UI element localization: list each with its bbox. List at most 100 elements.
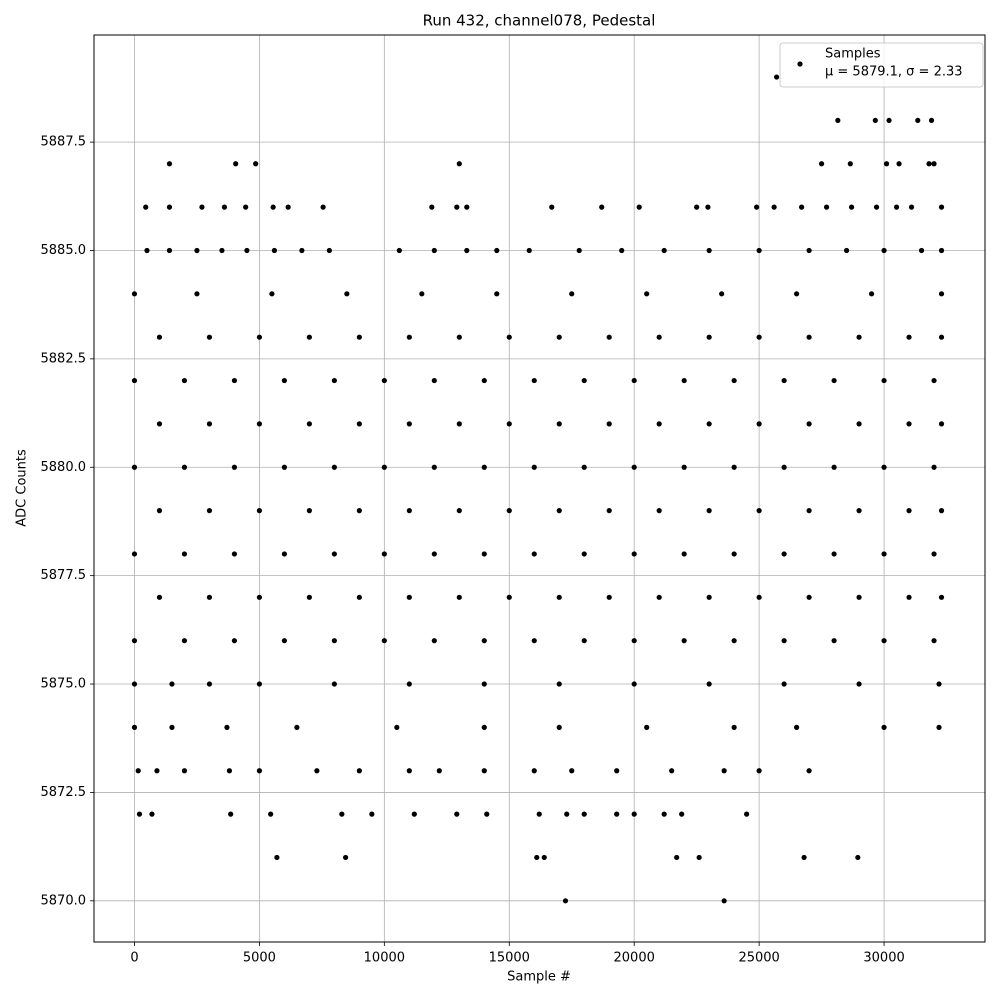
data-point	[806, 421, 812, 427]
data-point	[908, 204, 915, 210]
data-point	[331, 681, 337, 687]
data-point	[581, 464, 587, 470]
data-point	[679, 811, 685, 817]
legend-box	[779, 42, 984, 88]
y-tick-label: 5877.5	[41, 568, 87, 583]
data-point	[256, 508, 263, 514]
data-point	[843, 247, 850, 254]
x-tick-label: 10000	[364, 951, 405, 966]
data-point	[731, 638, 737, 644]
data-point	[856, 421, 862, 427]
data-point	[915, 117, 921, 124]
legend-stats: μ = 5879.1, σ = 2.33	[825, 65, 963, 80]
data-point	[756, 421, 762, 427]
data-point	[719, 291, 725, 297]
data-point	[231, 377, 238, 384]
data-point	[781, 551, 787, 557]
data-point	[169, 724, 175, 730]
data-point	[881, 464, 887, 470]
data-point	[818, 161, 825, 167]
data-point	[606, 421, 612, 427]
data-point	[181, 464, 188, 470]
data-point	[156, 508, 163, 514]
data-point	[606, 508, 612, 514]
data-point	[494, 247, 500, 254]
data-point	[931, 161, 937, 167]
data-point	[144, 247, 150, 254]
data-point	[481, 681, 487, 687]
data-point	[244, 247, 250, 254]
data-point	[394, 724, 400, 730]
data-point	[326, 247, 332, 254]
data-point	[299, 247, 305, 254]
data-point	[881, 247, 887, 254]
x-tick-label: 0	[130, 951, 138, 966]
data-point	[231, 551, 238, 557]
data-point	[406, 334, 412, 340]
x-tick-label: 30000	[863, 951, 904, 966]
data-point	[206, 508, 213, 514]
data-point	[806, 594, 812, 600]
data-point	[938, 247, 945, 254]
data-point	[281, 377, 287, 384]
data-point	[541, 854, 547, 861]
data-point	[799, 204, 805, 210]
data-point	[356, 508, 362, 514]
data-point	[599, 204, 605, 210]
data-point	[744, 811, 750, 817]
data-point	[396, 247, 402, 254]
data-point	[454, 811, 460, 817]
data-point	[936, 724, 942, 730]
data-point	[794, 291, 800, 297]
data-point	[931, 638, 937, 644]
data-point	[631, 551, 637, 557]
data-point	[274, 854, 280, 861]
data-point	[431, 638, 437, 644]
data-point	[706, 247, 712, 254]
data-point	[166, 161, 173, 167]
data-point	[306, 508, 312, 514]
data-point	[644, 291, 650, 297]
data-point	[431, 377, 437, 384]
x-tick-label: 20000	[614, 951, 655, 966]
data-point	[456, 161, 462, 167]
data-point	[356, 421, 362, 427]
data-point	[531, 768, 537, 774]
legend-label: Samples	[825, 47, 881, 62]
data-point	[556, 681, 562, 687]
y-tick-label: 5870.0	[41, 893, 87, 908]
data-point	[456, 508, 462, 514]
data-point	[855, 854, 861, 861]
x-axis-label: Sample #	[507, 970, 571, 985]
data-point	[534, 854, 540, 861]
data-point	[886, 117, 892, 124]
data-point	[166, 247, 173, 254]
data-point	[314, 768, 320, 774]
data-point	[931, 551, 937, 557]
data-point	[526, 247, 532, 254]
data-point	[411, 811, 417, 817]
data-point	[181, 638, 188, 644]
data-point	[228, 811, 234, 817]
data-point	[706, 421, 712, 427]
data-point	[135, 768, 141, 774]
data-point	[756, 508, 762, 514]
data-point	[661, 247, 667, 254]
data-point	[756, 247, 762, 254]
data-point	[674, 854, 680, 861]
data-point	[906, 334, 912, 340]
data-point	[938, 594, 945, 600]
data-point	[131, 551, 138, 557]
data-point	[256, 681, 263, 687]
data-point	[256, 334, 263, 340]
data-point	[614, 811, 620, 817]
data-point	[154, 768, 160, 774]
data-point	[906, 594, 912, 600]
data-point	[936, 681, 942, 687]
data-point	[731, 464, 737, 470]
data-point	[631, 681, 637, 687]
data-point	[494, 291, 500, 297]
data-point	[506, 594, 512, 600]
data-point	[636, 204, 642, 210]
data-point	[656, 334, 662, 340]
